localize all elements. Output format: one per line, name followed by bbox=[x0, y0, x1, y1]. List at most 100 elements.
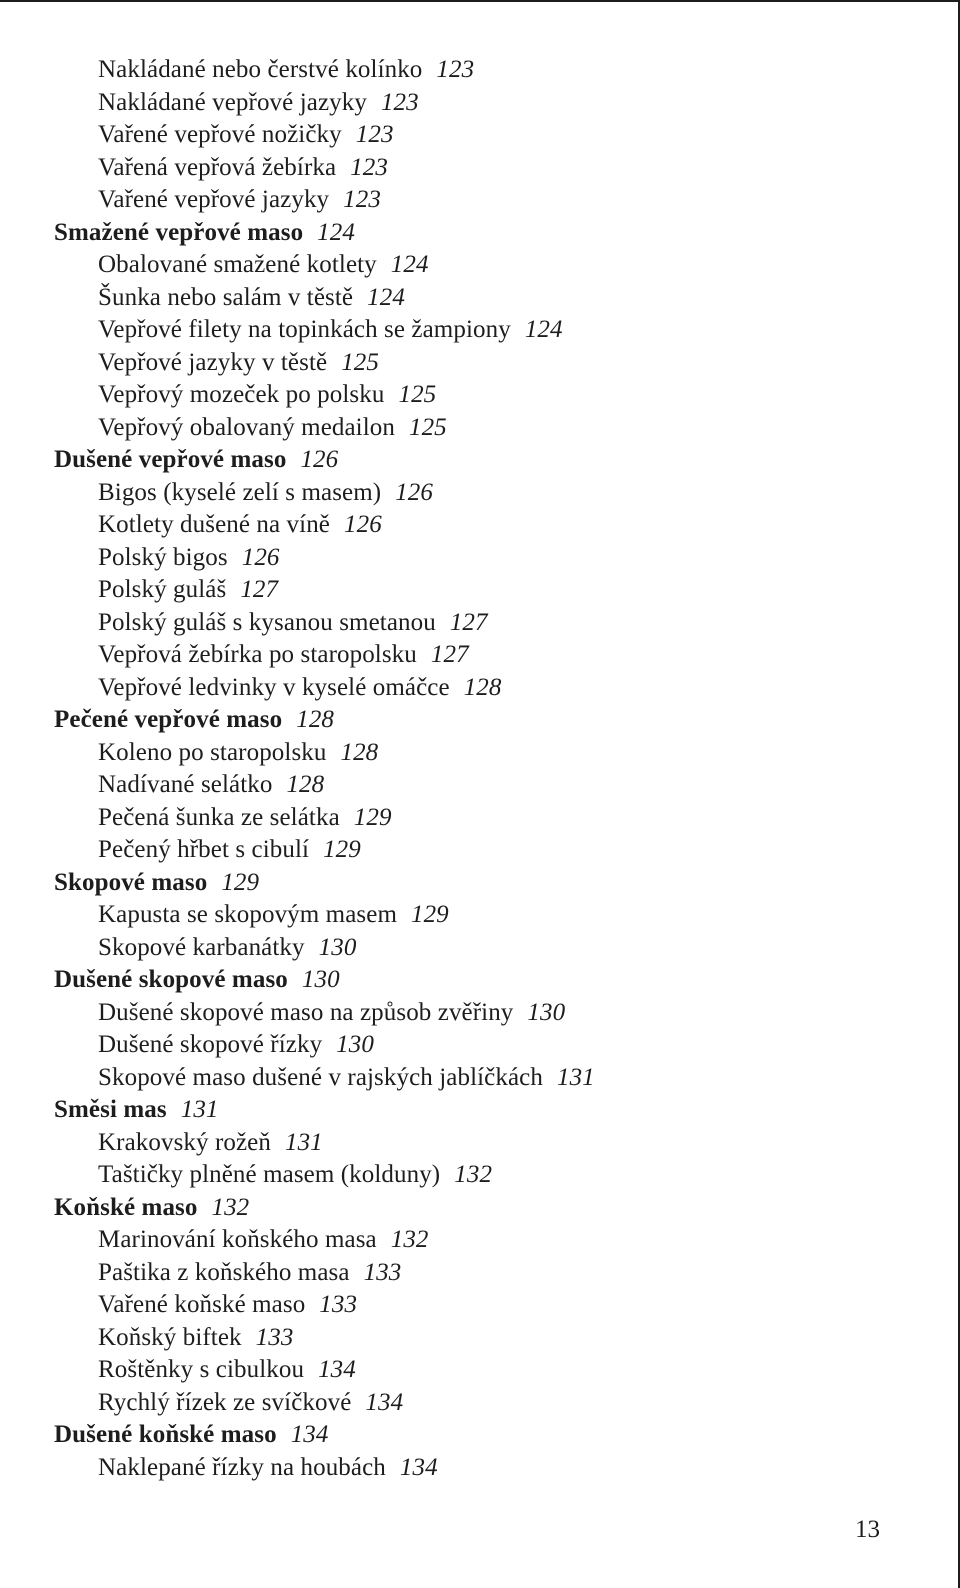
toc-page: 134 bbox=[365, 1389, 403, 1416]
toc-item: Polský guláš 127 bbox=[54, 574, 918, 607]
toc-item: Vepřový mozeček po polsku125 bbox=[54, 379, 918, 412]
toc-section: Skopové maso129 bbox=[54, 867, 918, 900]
toc-title: Roštěnky s cibulkou bbox=[98, 1356, 304, 1383]
toc-title: Vepřová žebírka po staropolsku bbox=[98, 641, 417, 668]
toc-item: Vepřové filety na topinkách se žampiony1… bbox=[54, 314, 918, 347]
toc-item: Koňský biftek 133 bbox=[54, 1322, 918, 1355]
toc-title: Pečená šunka ze selátka bbox=[98, 804, 340, 831]
toc-page: 134 bbox=[318, 1356, 356, 1383]
toc-page: 133 bbox=[364, 1259, 402, 1286]
toc-item: Vařené koňské maso133 bbox=[54, 1289, 918, 1322]
toc-page: 131 bbox=[285, 1129, 323, 1156]
toc-title: Polský guláš bbox=[98, 576, 226, 603]
toc-title: Vařené vepřové nožičky bbox=[98, 121, 342, 148]
toc-page: 123 bbox=[381, 89, 419, 116]
toc-item: Nakládané nebo čerstvé kolínko 123 bbox=[54, 54, 918, 87]
toc-title: Skopové maso dušené v rajských jablíčkác… bbox=[98, 1064, 543, 1091]
toc-item: Koleno po staropolsku 128 bbox=[54, 737, 918, 770]
toc-page: 126 bbox=[242, 544, 280, 571]
toc-item: Vepřová žebírka po staropolsku127 bbox=[54, 639, 918, 672]
toc-item: Skopové maso dušené v rajských jablíčkác… bbox=[54, 1062, 918, 1095]
toc-title: Dušené skopové maso bbox=[54, 966, 288, 993]
page-number: 13 bbox=[855, 1516, 880, 1544]
toc-page: 125 bbox=[341, 349, 379, 376]
toc-page: 130 bbox=[319, 934, 357, 961]
toc-page: 129 bbox=[411, 901, 449, 928]
toc-item: Naklepané řízky na houbách134 bbox=[54, 1452, 918, 1485]
toc-section: Smažené vepřové maso124 bbox=[54, 217, 918, 250]
toc-page: 125 bbox=[398, 381, 436, 408]
toc-title: Nakládané nebo čerstvé kolínko bbox=[98, 56, 422, 83]
toc-item: Vepřové jazyky v těstě125 bbox=[54, 347, 918, 380]
toc-page: 124 bbox=[391, 251, 429, 278]
toc-page: 123 bbox=[436, 56, 474, 83]
table-of-contents: Nakládané nebo čerstvé kolínko123Nakláda… bbox=[54, 54, 918, 1484]
toc-page: 128 bbox=[340, 739, 378, 766]
toc-page: 127 bbox=[450, 609, 488, 636]
toc-title: Dušené skopové řízky bbox=[98, 1031, 322, 1058]
toc-page: 126 bbox=[395, 479, 433, 506]
toc-page: 129 bbox=[354, 804, 392, 831]
toc-page: 125 bbox=[409, 414, 447, 441]
toc-item: Bigos (kyselé zelí s masem) 126 bbox=[54, 477, 918, 510]
toc-item: Pečený hřbet s cibulí129 bbox=[54, 834, 918, 867]
toc-page: 128 bbox=[464, 674, 502, 701]
toc-title: Nakládané vepřové jazyky bbox=[98, 89, 367, 116]
toc-page: 124 bbox=[367, 284, 405, 311]
toc-title: Vařená vepřová žebírka bbox=[98, 154, 336, 181]
toc-item: Vařené vepřové nožičky 123 bbox=[54, 119, 918, 152]
toc-page: 133 bbox=[256, 1324, 294, 1351]
toc-title: Koleno po staropolsku bbox=[98, 739, 326, 766]
toc-item: Rychlý řízek ze svíčkové134 bbox=[54, 1387, 918, 1420]
toc-title: Vepřové filety na topinkách se žampiony bbox=[98, 316, 511, 343]
toc-item: Pečená šunka ze selátka 129 bbox=[54, 802, 918, 835]
toc-section: Dušené skopové maso 130 bbox=[54, 964, 918, 997]
toc-title: Dušené vepřové maso bbox=[54, 446, 286, 473]
toc-title: Koňský biftek bbox=[98, 1324, 242, 1351]
toc-item: Kotlety dušené na víně 126 bbox=[54, 509, 918, 542]
toc-item: Krakovský rožeň 131 bbox=[54, 1127, 918, 1160]
toc-title: Paštika z koňského masa bbox=[98, 1259, 350, 1286]
toc-page: 124 bbox=[317, 219, 355, 246]
toc-title: Naklepané řízky na houbách bbox=[98, 1454, 386, 1481]
page: Nakládané nebo čerstvé kolínko123Nakláda… bbox=[0, 0, 960, 1588]
toc-item: Polský bigos126 bbox=[54, 542, 918, 575]
toc-title: Kapusta se skopovým masem bbox=[98, 901, 397, 928]
toc-title: Bigos (kyselé zelí s masem) bbox=[98, 479, 381, 506]
toc-title: Šunka nebo salám v těstě bbox=[98, 284, 353, 311]
toc-title: Vepřové ledvinky v kyselé omáčce bbox=[98, 674, 450, 701]
toc-page: 131 bbox=[557, 1064, 595, 1091]
toc-page: 129 bbox=[221, 869, 259, 896]
toc-item: Marinování koňského masa132 bbox=[54, 1224, 918, 1257]
toc-page: 132 bbox=[454, 1161, 492, 1188]
toc-title: Marinování koňského masa bbox=[98, 1226, 377, 1253]
toc-page: 131 bbox=[181, 1096, 219, 1123]
toc-section: Koňské maso 132 bbox=[54, 1192, 918, 1225]
toc-item: Dušené skopové řízky130 bbox=[54, 1029, 918, 1062]
toc-item: Skopové karbanátky130 bbox=[54, 932, 918, 965]
toc-item: Nakládané vepřové jazyky 123 bbox=[54, 87, 918, 120]
toc-title: Pečený hřbet s cibulí bbox=[98, 836, 309, 863]
toc-title: Krakovský rožeň bbox=[98, 1129, 271, 1156]
toc-item: Roštěnky s cibulkou 134 bbox=[54, 1354, 918, 1387]
toc-item: Vepřové ledvinky v kyselé omáčce 128 bbox=[54, 672, 918, 705]
toc-title: Taštičky plněné masem (kolduny) bbox=[98, 1161, 440, 1188]
toc-page: 123 bbox=[356, 121, 394, 148]
toc-page: 126 bbox=[344, 511, 382, 538]
toc-item: Polský guláš s kysanou smetanou 127 bbox=[54, 607, 918, 640]
toc-section: Pečené vepřové maso128 bbox=[54, 704, 918, 737]
toc-title: Pečené vepřové maso bbox=[54, 706, 282, 733]
toc-item: Paštika z koňského masa 133 bbox=[54, 1257, 918, 1290]
toc-title: Koňské maso bbox=[54, 1194, 197, 1221]
toc-title: Kotlety dušené na víně bbox=[98, 511, 330, 538]
toc-title: Dušené koňské maso bbox=[54, 1421, 277, 1448]
toc-title: Polský guláš s kysanou smetanou bbox=[98, 609, 436, 636]
toc-page: 130 bbox=[302, 966, 340, 993]
toc-item: Obalované smažené kotlety124 bbox=[54, 249, 918, 282]
toc-page: 123 bbox=[350, 154, 388, 181]
toc-page: 127 bbox=[240, 576, 278, 603]
toc-page: 128 bbox=[286, 771, 324, 798]
toc-page: 132 bbox=[211, 1194, 249, 1221]
toc-item: Vepřový obalovaný medailon125 bbox=[54, 412, 918, 445]
toc-item: Dušené skopové maso na způsob zvěřiny130 bbox=[54, 997, 918, 1030]
